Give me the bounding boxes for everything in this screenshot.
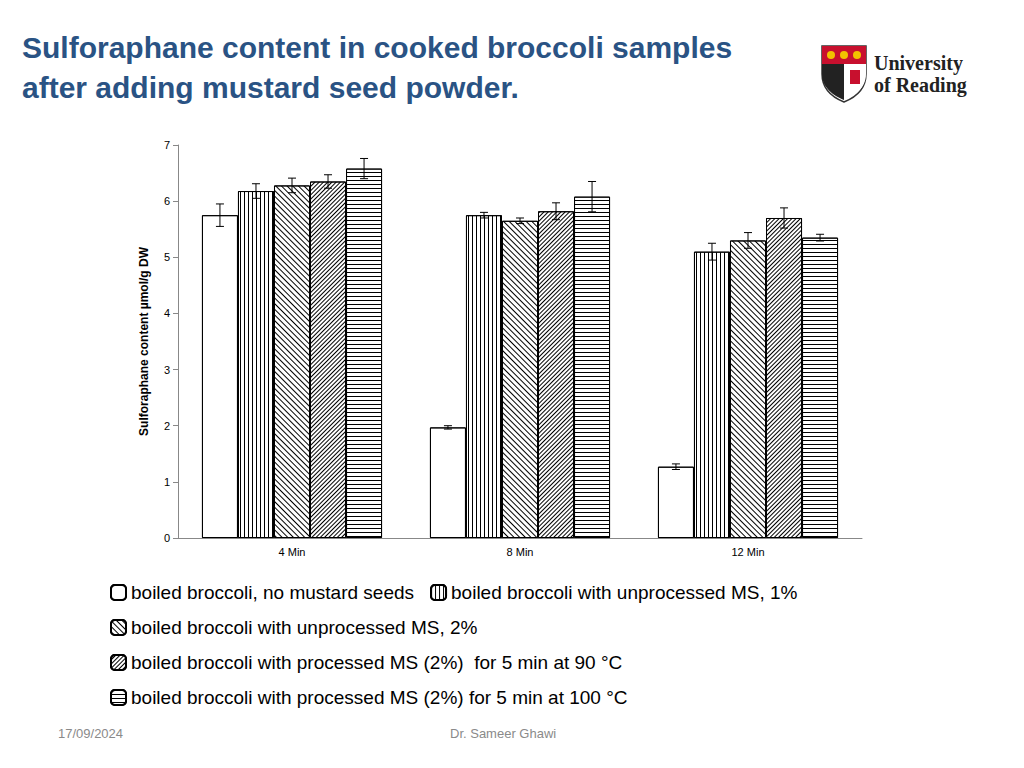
svg-text:Sulforaphane content µmol/g DW: Sulforaphane content µmol/g DW <box>137 246 151 436</box>
svg-text:boiled broccoli, no mustard se: boiled broccoli, no mustard seeds <box>131 582 414 603</box>
svg-text:0: 0 <box>164 532 170 544</box>
html-text:University: University <box>874 52 963 74</box>
svg-text:1: 1 <box>164 476 170 488</box>
svg-text:6: 6 <box>164 195 170 207</box>
svg-text:5: 5 <box>164 251 170 263</box>
svg-text:boiled broccoli with unprocess: boiled broccoli with unprocessed MS, 1% <box>451 582 798 603</box>
svg-text:12 Min: 12 Min <box>731 546 764 558</box>
svg-text:8 Min: 8 Min <box>507 546 534 558</box>
html-text:Dr. Sameer Ghawi: Dr. Sameer Ghawi <box>450 726 557 741</box>
html-text:17/09/2024: 17/09/2024 <box>58 726 124 741</box>
svg-text:boiled broccoli with processed: boiled broccoli with processed MS (2%) f… <box>131 687 628 708</box>
html-text:Sulforaphane content in cooked: Sulforaphane content in cooked broccoli … <box>22 31 733 104</box>
html-text:of Reading: of Reading <box>874 74 967 96</box>
svg-text:2: 2 <box>164 420 170 432</box>
svg-text:boiled broccoli with unprocess: boiled broccoli with unprocessed MS, 2% <box>131 617 478 638</box>
svg-text:4: 4 <box>164 307 170 319</box>
svg-text:3: 3 <box>164 364 170 376</box>
svg-text:7: 7 <box>164 139 170 151</box>
svg-text:4 Min: 4 Min <box>279 546 306 558</box>
svg-text:boiled broccoli with processed: boiled broccoli with processed MS (2%) f… <box>131 652 622 673</box>
